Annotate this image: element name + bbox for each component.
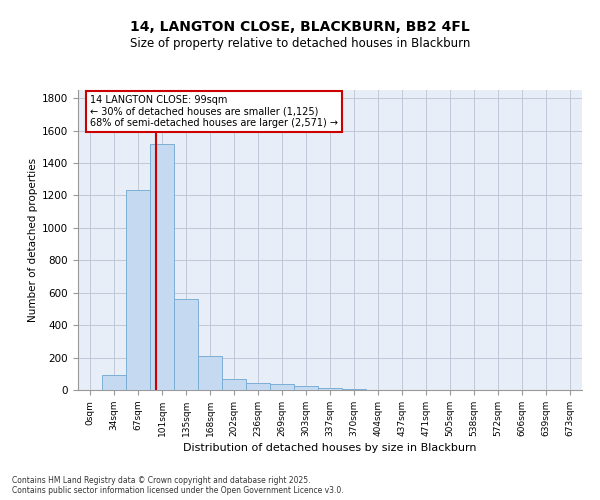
Bar [222, 380, 246, 390]
Y-axis label: Number of detached properties: Number of detached properties [28, 158, 38, 322]
Bar [270, 384, 294, 390]
Text: Size of property relative to detached houses in Blackburn: Size of property relative to detached ho… [130, 38, 470, 51]
Bar [246, 382, 270, 390]
Bar [342, 389, 366, 390]
Bar [102, 376, 126, 390]
Text: 14, LANGTON CLOSE, BLACKBURN, BB2 4FL: 14, LANGTON CLOSE, BLACKBURN, BB2 4FL [130, 20, 470, 34]
Text: Contains HM Land Registry data © Crown copyright and database right 2025.
Contai: Contains HM Land Registry data © Crown c… [12, 476, 344, 495]
Bar [126, 190, 150, 390]
Bar [174, 299, 198, 390]
Bar [294, 386, 318, 390]
X-axis label: Distribution of detached houses by size in Blackburn: Distribution of detached houses by size … [183, 443, 477, 453]
Bar [150, 144, 174, 390]
Bar [198, 356, 222, 390]
Text: 14 LANGTON CLOSE: 99sqm
← 30% of detached houses are smaller (1,125)
68% of semi: 14 LANGTON CLOSE: 99sqm ← 30% of detache… [90, 95, 338, 128]
Bar [318, 388, 342, 390]
